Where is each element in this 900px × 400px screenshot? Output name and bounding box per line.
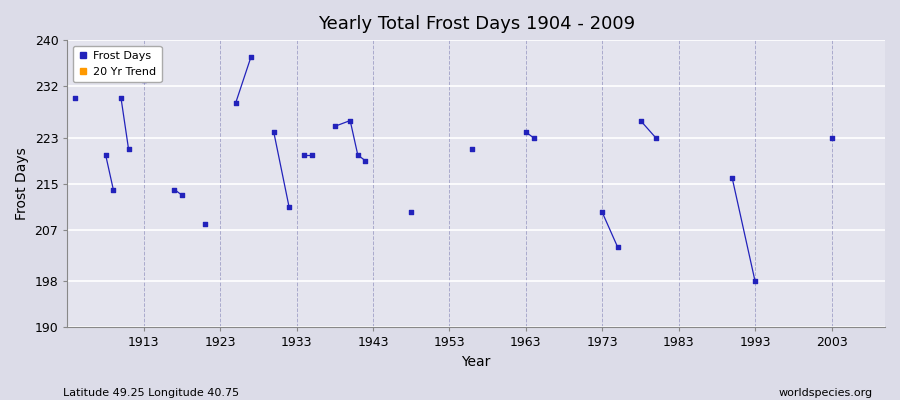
Point	[824, 134, 839, 141]
Point	[343, 117, 357, 124]
Point	[198, 221, 212, 227]
Point	[351, 152, 365, 158]
Point	[175, 192, 189, 198]
Point	[526, 134, 541, 141]
Point	[649, 134, 663, 141]
Point	[98, 152, 112, 158]
Point	[634, 117, 648, 124]
Point	[122, 146, 136, 152]
Point	[229, 100, 243, 106]
Point	[282, 204, 296, 210]
Point	[297, 152, 311, 158]
Text: Latitude 49.25 Longitude 40.75: Latitude 49.25 Longitude 40.75	[63, 388, 239, 398]
Point	[305, 152, 320, 158]
Point	[328, 123, 342, 130]
Point	[518, 129, 533, 135]
Y-axis label: Frost Days: Frost Days	[15, 147, 29, 220]
Point	[358, 158, 373, 164]
X-axis label: Year: Year	[462, 355, 490, 369]
Point	[595, 209, 609, 216]
Legend: Frost Days, 20 Yr Trend: Frost Days, 20 Yr Trend	[73, 46, 162, 82]
Point	[68, 94, 82, 101]
Point	[748, 278, 762, 285]
Point	[167, 186, 182, 193]
Point	[106, 186, 121, 193]
Point	[113, 94, 128, 101]
Point	[465, 146, 480, 152]
Point	[244, 54, 258, 60]
Point	[266, 129, 281, 135]
Point	[725, 175, 740, 181]
Point	[404, 209, 419, 216]
Title: Yearly Total Frost Days 1904 - 2009: Yearly Total Frost Days 1904 - 2009	[318, 15, 634, 33]
Point	[137, 77, 151, 84]
Text: worldspecies.org: worldspecies.org	[778, 388, 873, 398]
Point	[610, 244, 625, 250]
